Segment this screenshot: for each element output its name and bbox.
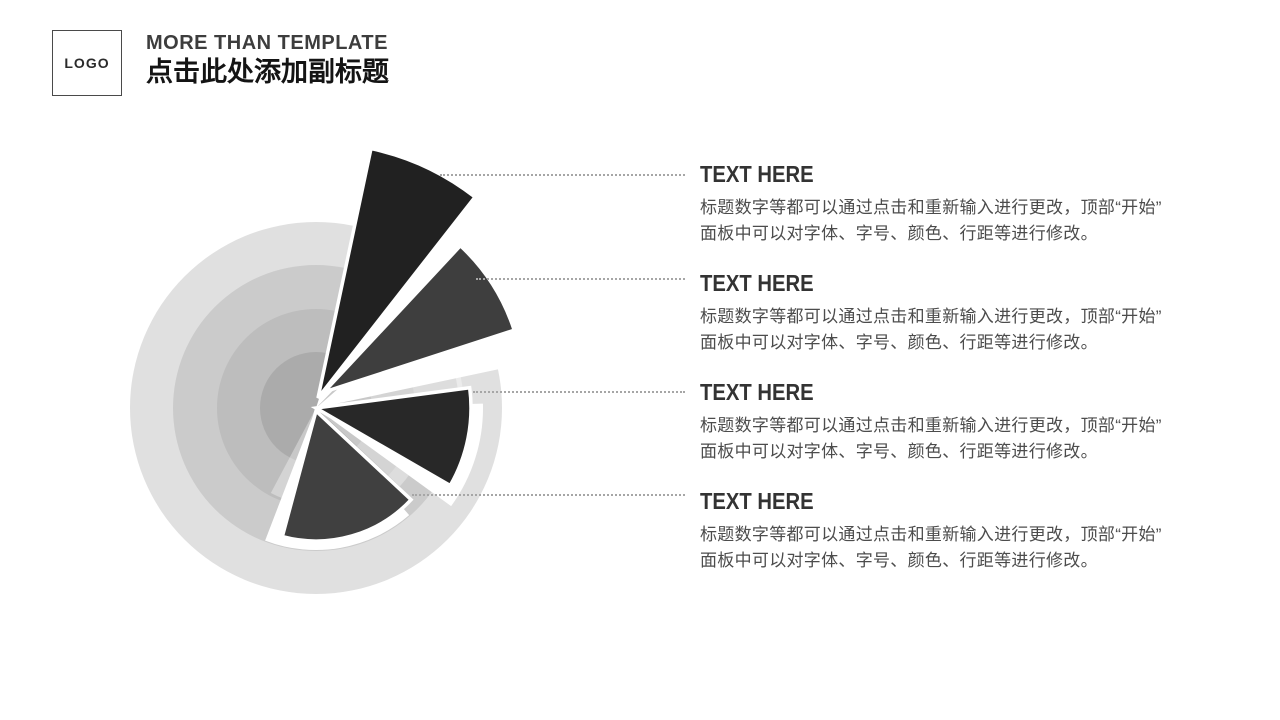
text-section-1[interactable]: TEXT HERE 标题数字等都可以通过点击和重新输入进行更改，顶部“开始” 面…: [700, 163, 1240, 247]
header: MORE THAN TEMPLATE 点击此处添加副标题: [146, 31, 389, 89]
section-body-line: 标题数字等都可以通过点击和重新输入进行更改，顶部“开始”: [700, 416, 1162, 435]
section-body[interactable]: 标题数字等都可以通过点击和重新输入进行更改，顶部“开始” 面板中可以对字体、字号…: [700, 195, 1240, 247]
slide-subtitle[interactable]: 点击此处添加副标题: [146, 57, 389, 87]
wedge-sector: [316, 146, 478, 400]
section-body-line: 面板中可以对字体、字号、颜色、行距等进行修改。: [700, 442, 1098, 461]
section-body-line: 标题数字等都可以通过点击和重新输入进行更改，顶部“开始”: [700, 525, 1162, 544]
section-body-line: 标题数字等都可以通过点击和重新输入进行更改，顶部“开始”: [700, 198, 1162, 217]
wedge-sector: [280, 407, 414, 543]
logo-label: LOGO: [64, 55, 110, 71]
text-section-2[interactable]: TEXT HERE 标题数字等都可以通过点击和重新输入进行更改，顶部“开始” 面…: [700, 272, 1240, 356]
section-heading[interactable]: TEXT HERE: [700, 161, 814, 187]
radial-wedge-diagram[interactable]: [100, 140, 540, 620]
leader-line: [476, 278, 685, 280]
section-body-line: 面板中可以对字体、字号、颜色、行距等进行修改。: [700, 224, 1098, 243]
section-body-line: 面板中可以对字体、字号、颜色、行距等进行修改。: [700, 551, 1098, 570]
section-body[interactable]: 标题数字等都可以通过点击和重新输入进行更改，顶部“开始” 面板中可以对字体、字号…: [700, 413, 1240, 465]
section-heading[interactable]: TEXT HERE: [700, 270, 814, 296]
wedge-sector: [318, 243, 517, 396]
section-body-line: 面板中可以对字体、字号、颜色、行距等进行修改。: [700, 333, 1098, 352]
text-sections: TEXT HERE 标题数字等都可以通过点击和重新输入进行更改，顶部“开始” 面…: [700, 163, 1240, 599]
section-heading[interactable]: TEXT HERE: [700, 379, 814, 405]
leader-line: [412, 494, 685, 496]
leader-line: [473, 391, 685, 393]
section-body-line: 标题数字等都可以通过点击和重新输入进行更改，顶部“开始”: [700, 307, 1162, 326]
section-heading[interactable]: TEXT HERE: [700, 488, 814, 514]
leader-line: [440, 174, 685, 176]
wedge-sector: [310, 385, 473, 488]
slide-title[interactable]: MORE THAN TEMPLATE: [146, 32, 388, 54]
logo-placeholder[interactable]: LOGO: [52, 30, 122, 96]
section-body[interactable]: 标题数字等都可以通过点击和重新输入进行更改，顶部“开始” 面板中可以对字体、字号…: [700, 522, 1240, 574]
text-section-3[interactable]: TEXT HERE 标题数字等都可以通过点击和重新输入进行更改，顶部“开始” 面…: [700, 381, 1240, 465]
section-body[interactable]: 标题数字等都可以通过点击和重新输入进行更改，顶部“开始” 面板中可以对字体、字号…: [700, 304, 1240, 356]
text-section-4[interactable]: TEXT HERE 标题数字等都可以通过点击和重新输入进行更改，顶部“开始” 面…: [700, 490, 1240, 574]
